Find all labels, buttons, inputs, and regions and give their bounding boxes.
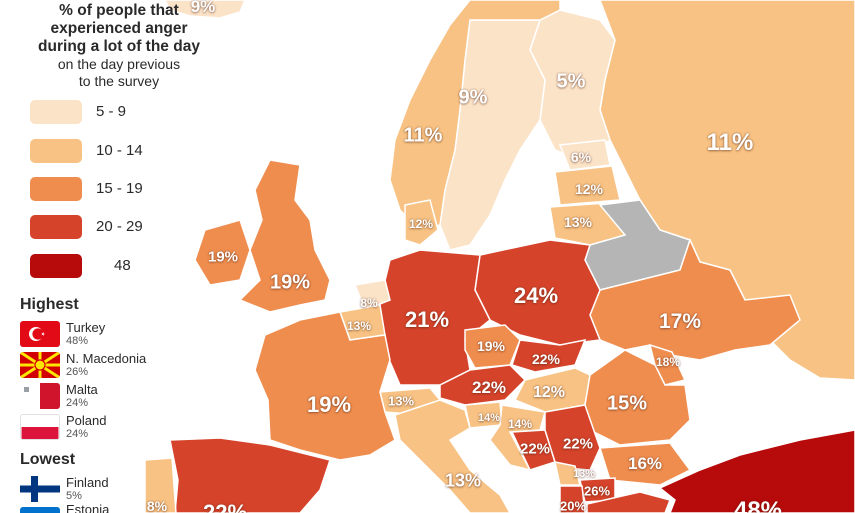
legend-title-line: during a lot of the day — [38, 38, 200, 55]
country-name: Malta — [66, 382, 98, 397]
legend-swatch — [30, 215, 82, 239]
label-uk: 19% — [269, 271, 311, 294]
region-turkey — [658, 429, 855, 513]
region-iceland — [164, 0, 246, 19]
region-estonia — [558, 139, 611, 171]
country-value: 5% — [66, 490, 82, 502]
legend-swatch — [30, 177, 82, 201]
region-norway — [389, 0, 561, 231]
highest-heading: Highest — [20, 296, 79, 313]
label-czechia: 19% — [476, 338, 506, 354]
label-austria: 22% — [471, 378, 507, 397]
label-moldova: 18% — [655, 355, 681, 369]
region-bulgaria — [599, 442, 692, 486]
turkey-flag-icon — [20, 321, 60, 347]
label-netherlands: 8% — [360, 296, 378, 310]
label-norway: 11% — [403, 124, 443, 147]
region-austria — [439, 364, 527, 406]
country-name: Turkey — [66, 320, 106, 335]
label-albania: 20% — [559, 498, 587, 513]
legend-swatch — [30, 100, 82, 124]
region-serbia — [544, 404, 601, 471]
region-portugal — [144, 457, 177, 513]
region-ukraine — [589, 237, 801, 361]
country-name: N. Macedonia — [66, 351, 147, 366]
legend-swatch — [30, 254, 82, 278]
label-switzerland: 13% — [387, 393, 415, 409]
legend-bin-label: 15 - 19 — [96, 180, 143, 197]
region-montenegro — [554, 461, 581, 486]
label-croatia: 14% — [507, 417, 533, 431]
poland-flag-icon — [20, 414, 60, 440]
label-bosnia: 22% — [519, 440, 551, 458]
label-iceland: 9% — [190, 0, 216, 16]
label-n-macedonia: 26% — [583, 483, 611, 499]
legend-swatch — [30, 139, 82, 163]
country-value: 26% — [66, 366, 89, 378]
legend-bin-label: 10 - 14 — [96, 142, 143, 159]
legend-title-line: experienced anger — [50, 20, 188, 37]
legend-bin-label: 20 - 29 — [96, 218, 143, 235]
country-name: Poland — [66, 413, 107, 428]
estonia-flag-icon — [20, 507, 60, 513]
region-uk — [238, 159, 331, 313]
region-italy — [394, 399, 511, 513]
label-slovenia: 14% — [477, 412, 501, 424]
label-lithuania: 13% — [563, 214, 593, 230]
label-france: 19% — [306, 392, 352, 417]
label-denmark: 12% — [408, 217, 434, 231]
label-russia: 11% — [706, 129, 754, 156]
lowest-heading: Lowest — [20, 451, 76, 468]
label-romania: 15% — [606, 392, 648, 415]
label-italy: 13% — [444, 470, 482, 491]
legend-bin-label: 48 — [114, 257, 131, 274]
label-montenegro: 13% — [572, 468, 596, 480]
label-sweden: 9% — [458, 86, 488, 109]
label-finland: 5% — [556, 70, 586, 93]
region-denmark — [404, 199, 439, 246]
region-moldova — [648, 343, 687, 386]
label-germany: 21% — [404, 307, 450, 332]
malta-flag-icon — [20, 383, 60, 409]
region-latvia — [554, 165, 621, 206]
label-latvia: 12% — [574, 181, 604, 197]
label-ireland: 19% — [207, 248, 239, 266]
label-bulgaria: 16% — [627, 454, 663, 473]
legend-title-line: % of people that — [59, 2, 179, 19]
region-slovakia — [511, 338, 587, 373]
legend-title: % of people that experienced anger durin… — [14, 2, 224, 90]
legend-bin-label: 5 - 9 — [96, 103, 127, 120]
legend-title-line: on the day previous — [57, 56, 181, 72]
label-ukraine: 17% — [658, 310, 702, 333]
finland-flag-icon — [20, 476, 60, 502]
country-name: Estonia — [66, 502, 110, 513]
label-turkey: 48% — [733, 497, 783, 513]
north-macedonia-flag-icon — [20, 352, 60, 378]
label-serbia: 22% — [562, 435, 594, 453]
label-portugal: 8% — [146, 498, 168, 513]
region-spain — [169, 437, 331, 513]
region-greece — [586, 491, 671, 513]
region-netherlands — [353, 279, 391, 311]
country-value: 24% — [66, 428, 89, 440]
country-value: 24% — [66, 397, 89, 409]
label-slovakia: 22% — [531, 351, 561, 367]
label-estonia: 6% — [570, 149, 592, 165]
legend-title-line: to the survey — [78, 73, 160, 89]
region-ireland — [194, 219, 251, 286]
label-belgium: 13% — [346, 319, 372, 333]
label-hungary: 12% — [532, 384, 566, 401]
region-albania — [559, 485, 586, 513]
region-france — [254, 311, 396, 461]
country-value: 48% — [66, 335, 89, 347]
country-name: Finland — [66, 475, 109, 490]
label-spain: 22% — [202, 500, 248, 513]
label-poland: 24% — [513, 283, 559, 308]
